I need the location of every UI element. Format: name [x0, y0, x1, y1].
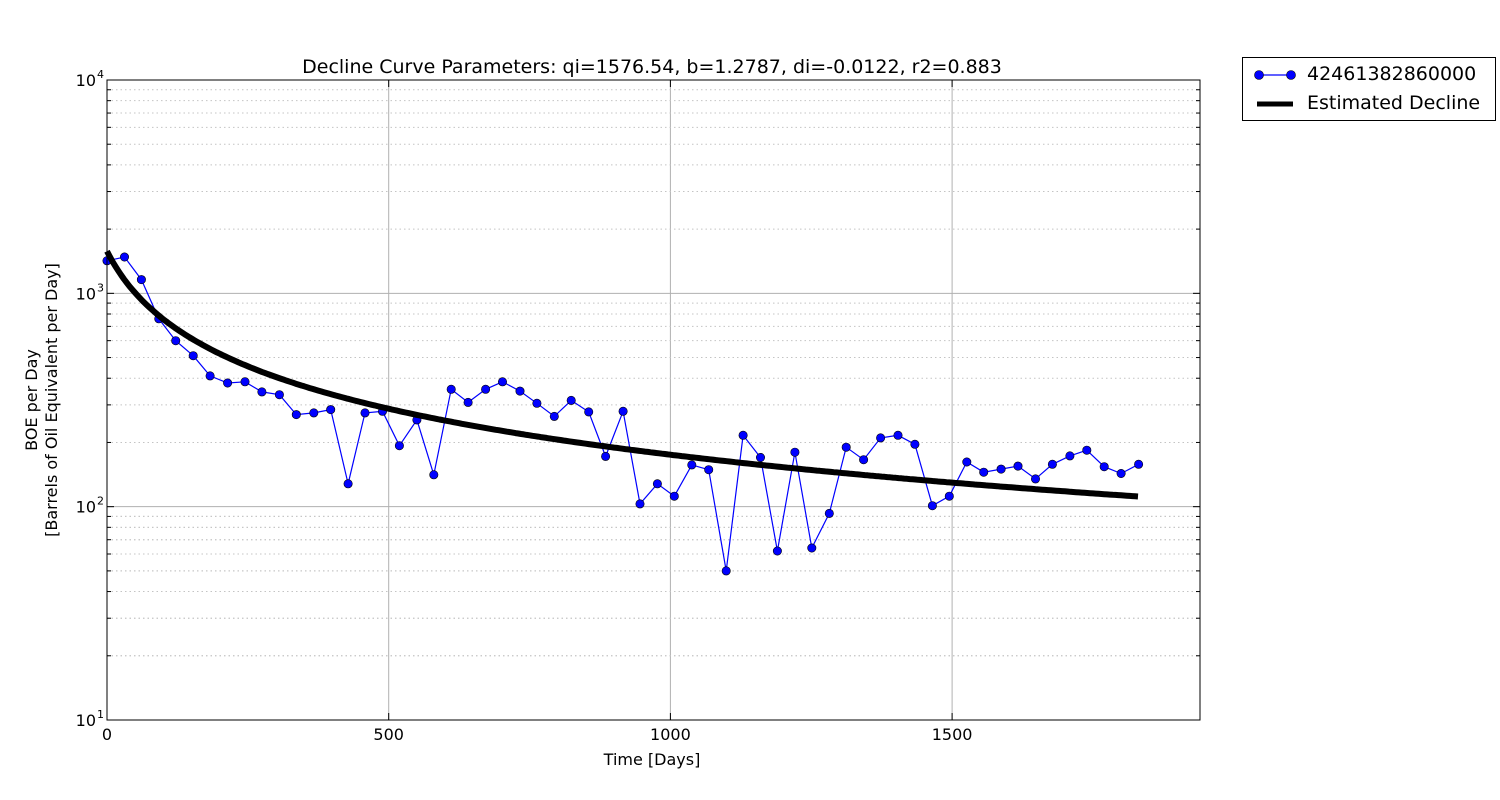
legend-label-estimated-decline: Estimated Decline	[1307, 92, 1481, 114]
data-point	[309, 408, 319, 418]
data-point	[738, 430, 748, 440]
data-point	[120, 252, 130, 262]
data-point	[343, 479, 353, 489]
y-tick-label-exponent: 3	[97, 281, 104, 294]
x-axis: 0 500 1000 1500	[102, 80, 973, 744]
estimated-decline-curve	[104, 249, 1139, 500]
data-point	[635, 499, 645, 509]
y-tick-label-base: 10	[76, 498, 96, 517]
data-point	[841, 442, 851, 452]
data-point	[652, 479, 662, 489]
data-point	[584, 407, 594, 417]
data-point	[274, 390, 284, 400]
data-point	[601, 451, 611, 461]
data-point	[446, 384, 456, 394]
data-point	[394, 441, 404, 451]
y-tick-label-base: 10	[76, 711, 96, 730]
data-point	[910, 439, 920, 449]
data-point	[515, 386, 525, 396]
data-point	[1116, 468, 1126, 478]
data-point	[291, 410, 301, 420]
data-point	[893, 430, 903, 440]
data-point	[1099, 462, 1109, 472]
data-point	[927, 501, 937, 511]
x-tick-label: 0	[102, 725, 112, 744]
chart-legend: 42461382860000 Estimated Decline	[1242, 57, 1496, 121]
data-point	[171, 336, 181, 346]
data-point	[618, 406, 628, 416]
data-point	[1065, 451, 1075, 461]
y-tick-label-exponent: 1	[97, 708, 104, 721]
y-axis-label-line1: BOE per Day	[22, 349, 41, 451]
data-point	[497, 377, 507, 387]
data-point	[360, 408, 370, 418]
series-points-42461382860000	[102, 252, 1144, 576]
data-point	[807, 543, 817, 553]
data-point	[481, 384, 491, 394]
data-point	[824, 508, 834, 518]
legend-item-well: 42461382860000	[1243, 61, 1495, 89]
data-point	[205, 371, 215, 381]
plot-area	[106, 79, 1201, 721]
y-axis-label-line2: [Barrels of Oil Equivalent per Day]	[42, 263, 61, 537]
data-point	[549, 411, 559, 421]
data-point	[429, 470, 439, 480]
legend-label-well: 42461382860000	[1307, 63, 1477, 85]
chart-title: Decline Curve Parameters: qi=1576.54, b=…	[302, 56, 1002, 78]
x-tick-label: 500	[373, 725, 404, 744]
data-point	[223, 378, 233, 388]
data-point	[532, 398, 542, 408]
data-point	[566, 395, 576, 405]
data-point	[669, 491, 679, 501]
data-point	[687, 460, 697, 470]
data-point	[876, 433, 886, 443]
data-point	[1013, 461, 1023, 471]
grid-lines	[107, 80, 1200, 721]
data-point	[721, 566, 731, 576]
data-point	[979, 467, 989, 477]
data-point	[944, 491, 954, 501]
data-point	[1047, 459, 1057, 469]
data-point	[463, 397, 473, 407]
x-axis-label: Time [Days]	[603, 750, 701, 769]
data-point	[1082, 445, 1092, 455]
y-tick-label-exponent: 2	[97, 495, 104, 508]
data-point	[772, 546, 782, 556]
data-point	[1134, 459, 1144, 469]
data-point	[1031, 474, 1041, 484]
y-tick-label-exponent: 4	[97, 68, 104, 81]
legend-item-estimated-decline: Estimated Decline	[1243, 90, 1495, 118]
y-tick-label-base: 10	[76, 71, 96, 90]
legend-marker-line-icon	[1254, 70, 1296, 80]
data-point	[136, 275, 146, 285]
estimated-decline-path	[104, 249, 1139, 500]
data-point	[188, 351, 198, 361]
legend-thick-line-icon	[1257, 101, 1293, 107]
data-point	[996, 464, 1006, 474]
data-point	[326, 405, 336, 415]
data-point	[859, 455, 869, 465]
x-tick-label: 1500	[932, 725, 973, 744]
data-point	[962, 457, 972, 467]
data-point	[240, 377, 250, 387]
x-tick-label: 1000	[650, 725, 691, 744]
data-point	[790, 447, 800, 457]
data-point	[755, 452, 765, 462]
data-point	[704, 465, 714, 475]
y-tick-label-base: 10	[76, 284, 96, 303]
data-point	[257, 387, 267, 397]
